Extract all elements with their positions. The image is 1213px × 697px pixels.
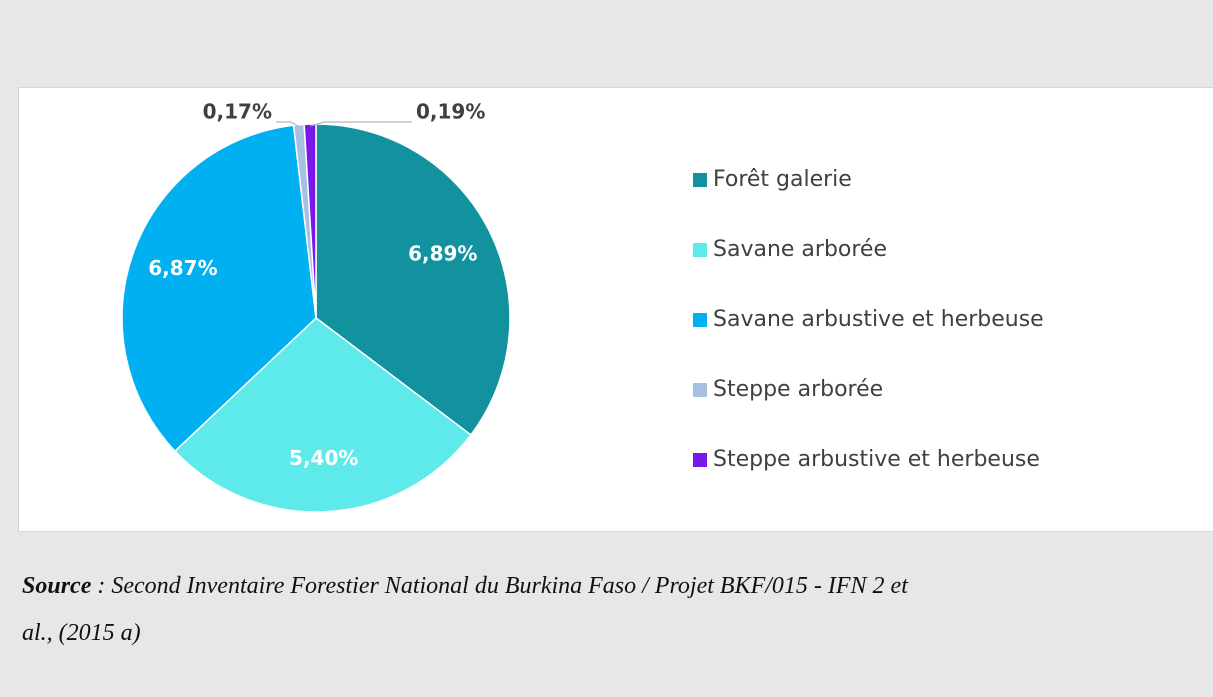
legend-swatch bbox=[693, 313, 707, 327]
source-line: Source : Second Inventaire Forestier Nat… bbox=[22, 573, 908, 600]
legend-swatch bbox=[693, 173, 707, 187]
legend-label: Steppe arborée bbox=[713, 377, 883, 402]
data-label: 6,89% bbox=[408, 241, 477, 265]
source-text: al., (2015 a) bbox=[22, 620, 141, 646]
pie-slice bbox=[121, 124, 317, 453]
data-label: 6,87% bbox=[148, 256, 217, 280]
legend-label: Steppe arbustive et herbeuse bbox=[713, 447, 1040, 472]
legend-swatch bbox=[693, 453, 707, 467]
data-label: 0,17% bbox=[203, 100, 272, 124]
data-label: 5,40% bbox=[289, 446, 358, 470]
leader-line bbox=[276, 121, 300, 128]
legend-label: Forêt galerie bbox=[713, 167, 852, 192]
data-label: 0,19% bbox=[416, 100, 485, 124]
chart: 6,89% 5,40% 6,87% 0,17% 0,19% Forêt galerie Sa… bbox=[121, 100, 1044, 513]
pie-slice bbox=[173, 317, 472, 513]
legend-swatch bbox=[693, 383, 707, 397]
legend-label: Savane arborée bbox=[713, 237, 887, 262]
source-text: : Second Inventaire Forestier National d… bbox=[91, 573, 908, 599]
leader-line bbox=[309, 121, 412, 127]
pie-slice bbox=[315, 123, 511, 436]
legend-swatch bbox=[693, 243, 707, 257]
legend-label: Savane arbustive et herbeuse bbox=[713, 307, 1044, 332]
source-line: al., (2015 a) bbox=[22, 620, 141, 647]
source-label: Source bbox=[22, 573, 92, 599]
